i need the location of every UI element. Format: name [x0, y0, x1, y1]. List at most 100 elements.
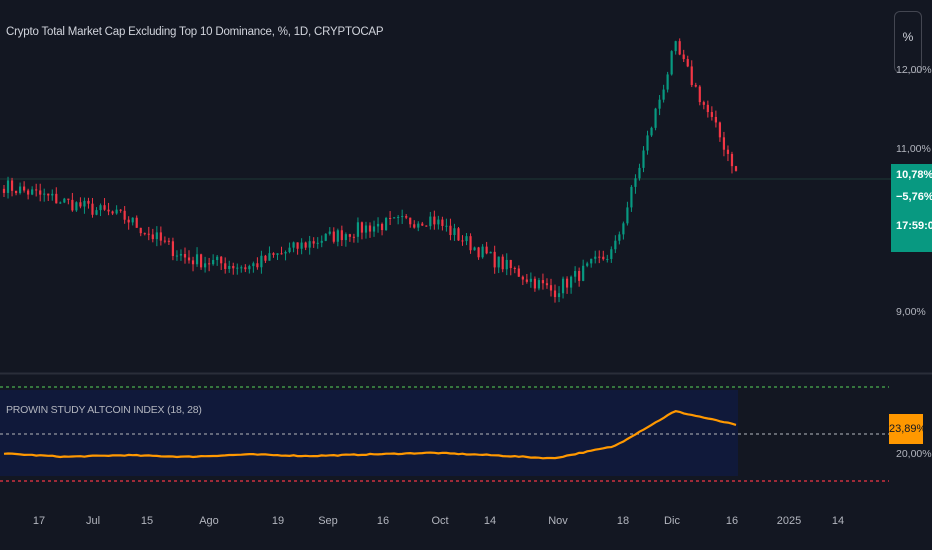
time-axis-label: 16 — [725, 515, 739, 527]
candle-body — [83, 200, 86, 207]
candle-body — [549, 285, 553, 291]
candle-body — [324, 233, 327, 241]
candle-body — [521, 276, 524, 280]
candle-body — [421, 223, 424, 226]
time-axis-label: Sep — [318, 515, 338, 527]
candle-body — [356, 222, 360, 237]
indicator-line — [3, 410, 737, 460]
candle-body — [646, 135, 649, 151]
chart-title[interactable]: Crypto Total Market Cap Excluding Top 10… — [6, 26, 384, 38]
candle-body — [497, 256, 500, 268]
candle-body — [316, 242, 319, 244]
candle-body — [224, 263, 227, 269]
candle-body — [14, 190, 18, 194]
candle-body — [409, 217, 412, 225]
candle-body — [18, 186, 22, 194]
candle-body — [147, 233, 150, 235]
candle-body — [513, 268, 516, 270]
candle-body — [650, 127, 653, 136]
bar-countdown: 17:59:04 — [891, 208, 932, 252]
candle-body — [481, 246, 484, 258]
candle-body — [364, 225, 368, 233]
candle-body — [256, 263, 259, 268]
candle-body — [143, 233, 146, 235]
candle-body — [674, 41, 677, 52]
candle-body — [23, 186, 26, 191]
indicator-axis-label: 20,00% — [896, 448, 932, 460]
candle-body — [151, 234, 154, 240]
time-axis-label: Nov — [548, 515, 568, 527]
candle-body — [63, 198, 66, 203]
candle-body — [670, 51, 673, 75]
candle-body — [252, 263, 255, 267]
candle-body — [304, 242, 307, 248]
candle-body — [284, 251, 287, 254]
time-axis-label: 18 — [616, 515, 630, 527]
candle-body — [529, 278, 532, 282]
candle-body — [485, 246, 488, 254]
candle-body — [6, 180, 10, 193]
candle-body — [441, 219, 444, 226]
time-axis-label: 15 — [140, 515, 154, 527]
candle-body — [658, 99, 661, 109]
candle-body — [344, 234, 347, 241]
candle-body — [537, 280, 541, 289]
candle-body — [67, 198, 70, 200]
candle-body — [340, 230, 343, 241]
candle-body — [437, 219, 440, 225]
candle-body — [726, 149, 730, 154]
candle-body — [43, 193, 46, 195]
time-axis-label: Jul — [85, 515, 101, 527]
candle-body — [389, 218, 392, 220]
candle-body — [702, 102, 705, 105]
candle-body — [473, 247, 476, 251]
candle-body — [208, 263, 211, 265]
candle-body — [376, 223, 380, 227]
percent-scale-button[interactable]: % — [894, 11, 922, 73]
candle-body — [457, 228, 460, 241]
candle-body — [626, 207, 629, 224]
last-price-value: 10,78% — [891, 164, 932, 186]
candle-body — [706, 104, 709, 113]
candle-body — [232, 265, 235, 269]
candle-body — [569, 276, 573, 288]
candle-body — [393, 217, 396, 219]
candle-body — [630, 186, 633, 208]
candle-body — [240, 267, 243, 269]
candle-body — [714, 116, 717, 123]
candle-body — [39, 190, 42, 195]
candle-body — [280, 253, 283, 255]
candle-body — [425, 225, 428, 227]
candle-body — [288, 247, 291, 252]
candle-body — [610, 249, 613, 259]
candle-body — [47, 193, 50, 196]
candle-body — [606, 258, 609, 260]
candle-body — [220, 256, 223, 264]
candle-body — [320, 240, 323, 243]
candle-body — [561, 278, 565, 294]
candle-body — [236, 267, 239, 269]
candle-body — [276, 253, 279, 255]
candle-body — [682, 54, 685, 60]
indicator-title[interactable]: PROWIN STUDY ALTCOIN INDEX (18, 28) — [6, 404, 202, 416]
candle-body — [107, 209, 110, 212]
candle-body — [449, 225, 452, 236]
candle-body — [505, 259, 508, 270]
candle-body — [348, 234, 351, 237]
candle-body — [95, 210, 98, 215]
candle-body — [163, 240, 166, 242]
candle-body — [27, 190, 30, 195]
candle-body — [332, 231, 335, 242]
candle-body — [618, 234, 621, 241]
last-price-change: −5,76% — [891, 186, 932, 208]
candle-body — [272, 253, 275, 255]
candle-body — [622, 223, 625, 235]
time-axis-label: 14 — [831, 515, 845, 527]
candle-body — [525, 279, 528, 282]
candle-body — [384, 218, 388, 231]
candle-body — [694, 85, 697, 87]
candle-body — [380, 223, 384, 231]
candle-body — [634, 178, 637, 187]
